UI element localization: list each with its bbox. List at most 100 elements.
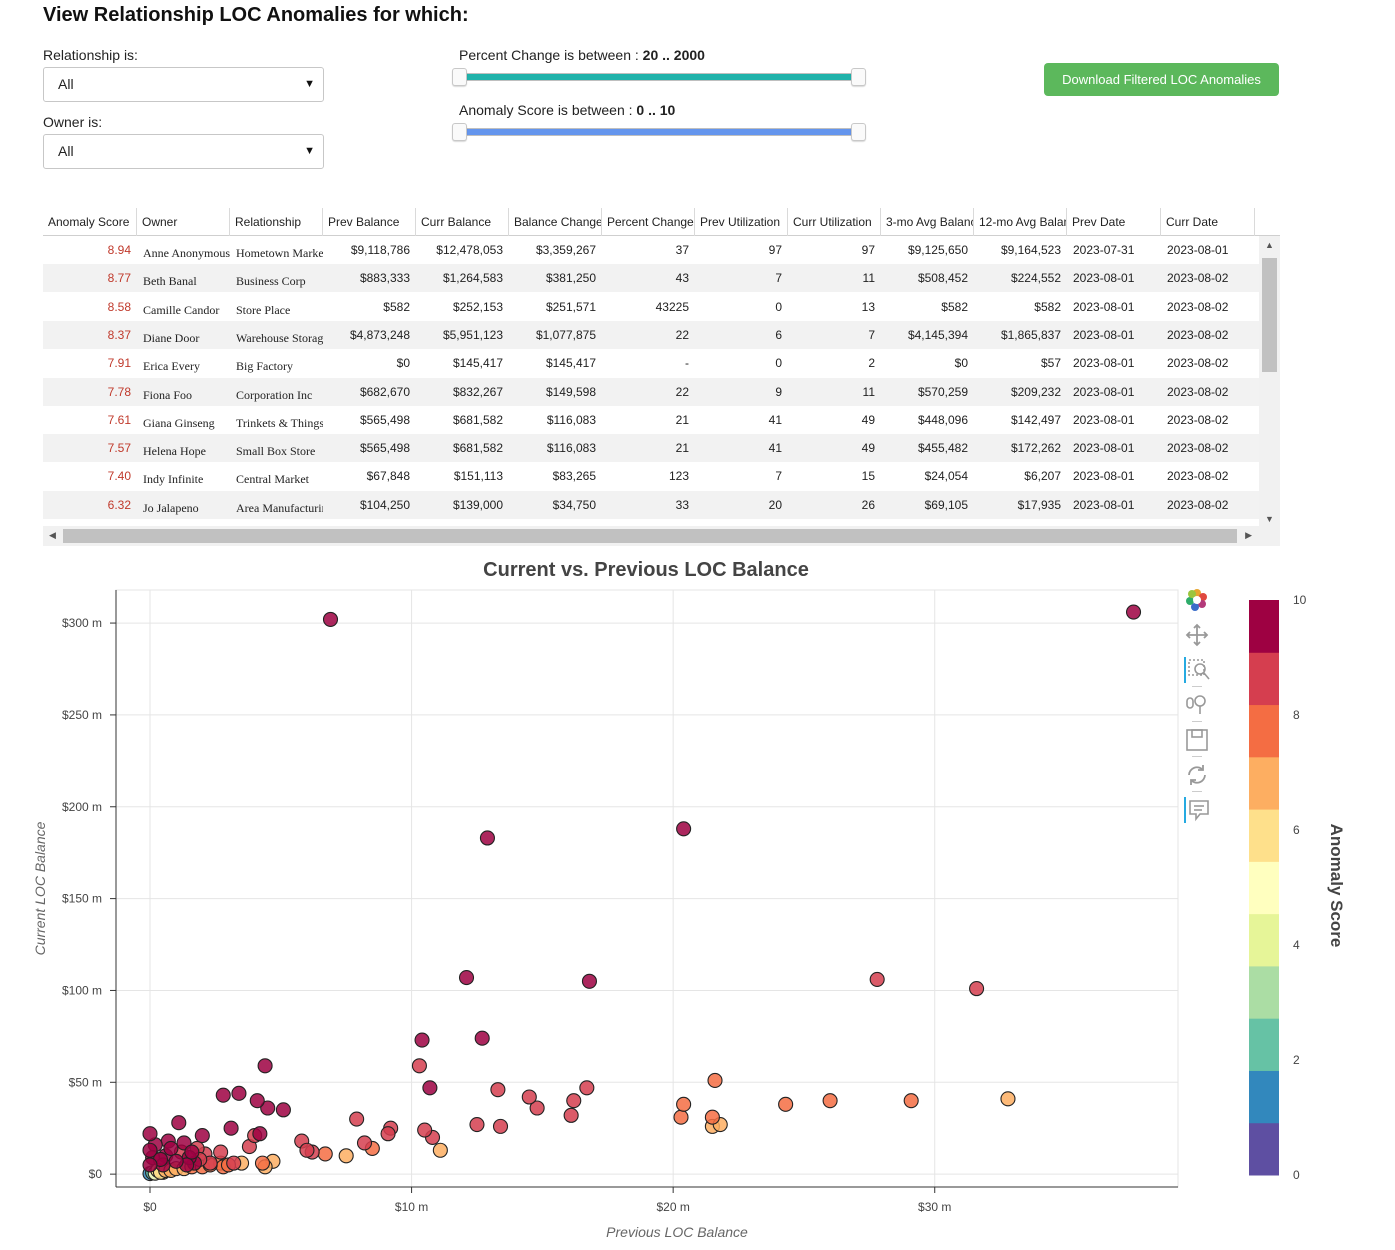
column-header[interactable]: 3-mo Avg Balance — [881, 208, 974, 236]
table-row[interactable]: 7.40 Indy Infinite Central Market $67,848 $1… — [43, 462, 1259, 491]
scatter-point — [299, 1142, 315, 1158]
table-cell: $4,873,248 — [349, 327, 410, 342]
scroll-down-icon[interactable]: ▼ — [1265, 514, 1274, 524]
pan-icon[interactable] — [1184, 622, 1210, 648]
scroll-right-icon[interactable]: ▶ — [1245, 530, 1252, 540]
scatter-point — [158, 1148, 174, 1164]
scatter-point — [247, 1128, 263, 1144]
column-header[interactable]: Relationship — [230, 208, 323, 236]
scatter-point — [322, 611, 339, 627]
save-icon[interactable] — [1184, 727, 1210, 753]
column-header[interactable]: Prev Date — [1067, 208, 1161, 236]
wheel-zoom-icon[interactable] — [1184, 691, 1210, 717]
table-cell: 2023-08-02 — [1167, 441, 1229, 456]
percent-change-min-handle[interactable] — [452, 68, 467, 86]
scatter-point — [257, 1058, 273, 1074]
table-cell: $1,865,837 — [1000, 327, 1061, 342]
bokeh-logo-icon[interactable] — [1184, 587, 1210, 613]
table-body: 8.94 Anne Anonymous Hometown Market $9,118,… — [43, 236, 1259, 526]
table-cell: 13 — [861, 299, 875, 314]
table-cell: 7 — [775, 271, 782, 286]
box-zoom-icon[interactable] — [1184, 657, 1210, 683]
scatter-point — [338, 1148, 354, 1164]
scatter-point — [173, 1144, 189, 1160]
scatter-point — [364, 1140, 380, 1156]
table-cell: $251,571 — [545, 299, 596, 314]
table-cell: 9 — [775, 384, 782, 399]
colorbar-tick-label: 10 — [1293, 593, 1307, 607]
scroll-up-icon[interactable]: ▲ — [1265, 240, 1274, 250]
horizontal-scrollbar-thumb[interactable] — [63, 529, 1237, 543]
table-row[interactable]: 7.57 Helena Hope Small Box Store $565,498 $6… — [43, 434, 1259, 463]
percent-change-slider[interactable] — [452, 68, 866, 86]
download-filtered-loc-anomalies-button[interactable]: Download Filtered LOC Anomalies — [1044, 63, 1279, 96]
table-cell: Diane Door — [143, 330, 200, 345]
table-row[interactable]: 8.94 Anne Anonymous Hometown Market $9,118,… — [43, 236, 1259, 264]
relationship-select[interactable]: All ▼ — [43, 67, 324, 102]
chart-toolbar — [1178, 585, 1214, 835]
horizontal-scrollbar[interactable]: ◀ ▶ — [43, 526, 1280, 546]
table-cell: 26 — [861, 497, 875, 512]
table-row[interactable]: 8.37 Diane Door Warehouse Storage $4,873,24… — [43, 320, 1259, 349]
table-cell: 2023-08-01 — [1073, 412, 1135, 427]
scatter-point — [579, 1080, 595, 1096]
column-header[interactable]: 12-mo Avg Balance — [974, 208, 1067, 236]
hover-icon[interactable] — [1184, 797, 1210, 823]
scatter-point — [168, 1161, 184, 1177]
table-cell: 6.32 — [107, 497, 131, 512]
vertical-scrollbar[interactable]: ▲ ▼ — [1259, 236, 1280, 526]
table-cell: $139,000 — [452, 497, 503, 512]
table-cell: 11 — [862, 271, 875, 286]
anomaly-score-slider[interactable] — [452, 123, 866, 141]
anomaly-score-min-handle[interactable] — [452, 123, 467, 141]
colorbar-segment — [1249, 652, 1279, 706]
table-cell: 11 — [862, 384, 875, 399]
table-cell: 2023-08-01 — [1073, 271, 1135, 286]
scatter-point — [417, 1122, 433, 1138]
table-row[interactable]: 8.77 Beth Banal Business Corp $883,333 $1,26… — [43, 264, 1259, 293]
vertical-scrollbar-thumb[interactable] — [1262, 258, 1277, 372]
toolbar-divider — [1192, 756, 1202, 757]
scatter-point — [163, 1140, 179, 1156]
table-cell: 2023-08-02 — [1167, 497, 1229, 512]
table-row[interactable]: 7.91 Erica Every Big Factory $0 $145,417 $145… — [43, 349, 1259, 378]
column-header[interactable]: Percent Change — [602, 208, 695, 236]
column-header[interactable]: Prev Balance — [323, 208, 416, 236]
x-tick-label: $0 — [143, 1200, 157, 1214]
scatter-point — [142, 1126, 158, 1142]
y-tick-label: $300 m — [62, 616, 102, 630]
scatter-point — [215, 1159, 231, 1175]
colorbar-tick-label: 2 — [1293, 1053, 1300, 1067]
table-row[interactable]: 8.58 Camille Candor Store Place $582 $252,15… — [43, 292, 1259, 321]
table-cell: $69,105 — [924, 497, 968, 512]
chart-title: Current vs. Previous LOC Balance — [483, 559, 809, 581]
column-header[interactable]: Balance Change — [509, 208, 602, 236]
scatter-point — [257, 1159, 273, 1175]
table-row[interactable]: 6.32 Jo Jalapeno Area Manufacturing $104,25… — [43, 490, 1259, 519]
table-cell: Fiona Foo — [143, 387, 193, 402]
scatter-point — [969, 981, 985, 997]
scatter-point — [424, 1129, 441, 1145]
reset-icon[interactable] — [1184, 762, 1210, 788]
column-header[interactable]: Curr Balance — [416, 208, 509, 236]
loc-anomalies-table: Anomaly Score Owner Relationship Prev Balan… — [43, 208, 1280, 546]
table-row[interactable]: 7.61 Giana Ginseng Trinkets & Things $565,4… — [43, 405, 1259, 434]
column-header[interactable]: Curr Utilization — [788, 208, 881, 236]
colorbar-segment — [1249, 913, 1279, 967]
table-cell: 2023-07-31 — [1073, 243, 1135, 257]
scroll-left-icon[interactable]: ◀ — [49, 530, 56, 540]
percent-change-max-handle[interactable] — [851, 68, 866, 86]
table-cell: $4,145,394 — [907, 327, 968, 342]
column-header[interactable]: Owner — [137, 208, 230, 236]
scatter-point — [380, 1126, 396, 1142]
owner-select[interactable]: All ▼ — [43, 134, 324, 169]
column-header[interactable]: Prev Utilization — [695, 208, 788, 236]
y-tick-label: $100 m — [62, 983, 102, 997]
table-cell: $145,417 — [452, 356, 503, 371]
table-row[interactable]: 7.78 Fiona Foo Corporation Inc $682,670 $832… — [43, 377, 1259, 406]
column-header[interactable]: Anomaly Score — [43, 208, 137, 236]
table-cell: 7.40 — [107, 469, 131, 484]
table-cell: 43225 — [655, 299, 689, 314]
anomaly-score-max-handle[interactable] — [851, 123, 866, 141]
column-header[interactable]: Curr Date — [1161, 208, 1255, 236]
